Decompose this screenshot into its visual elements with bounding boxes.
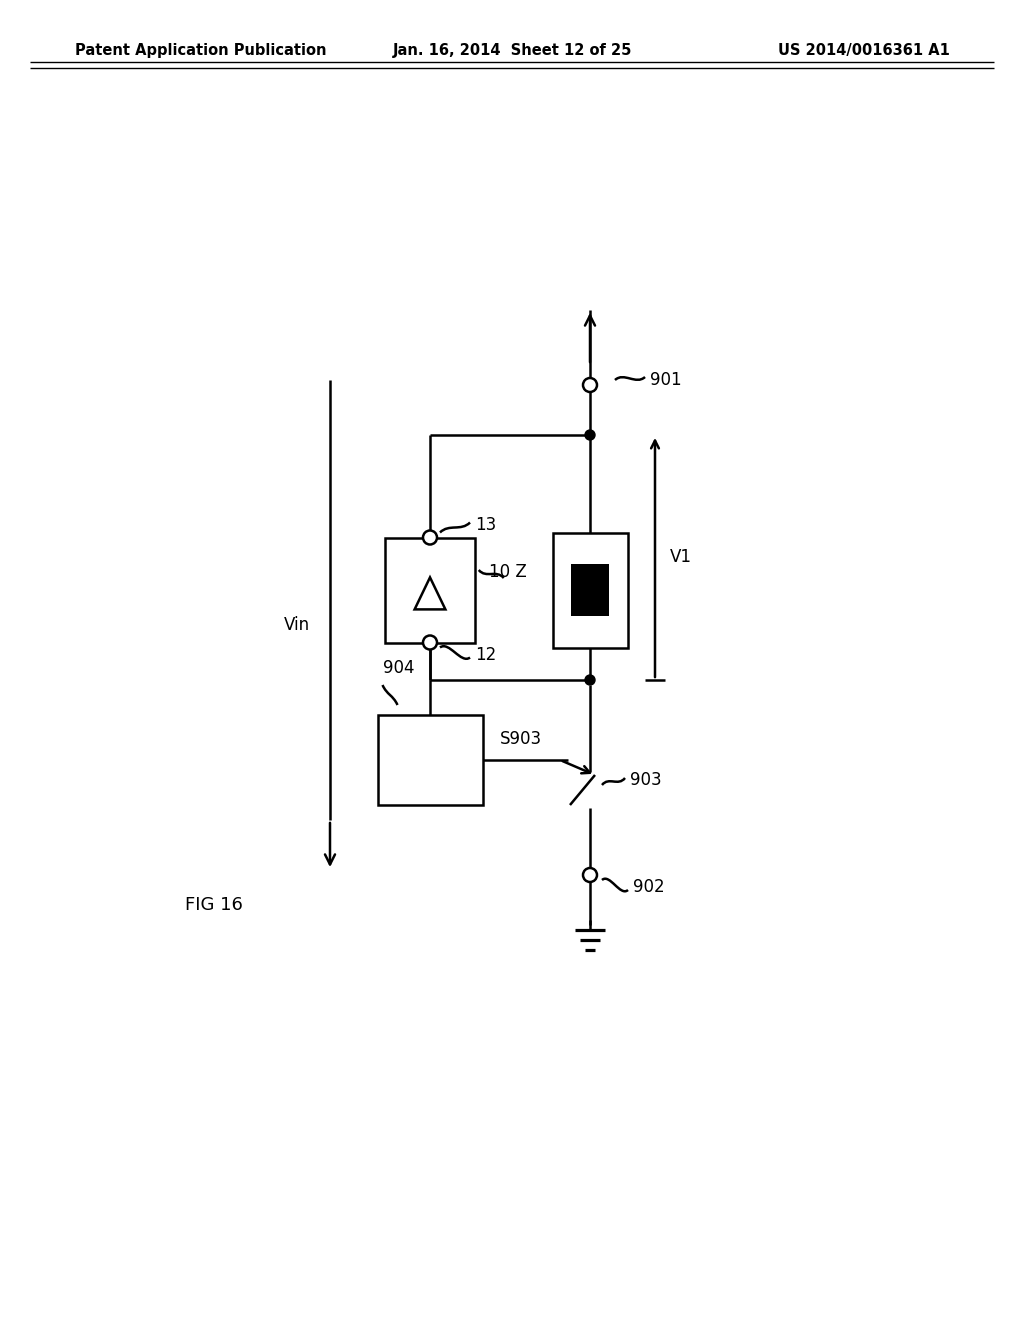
Text: 903: 903 (630, 771, 662, 789)
Text: Patent Application Publication: Patent Application Publication (75, 42, 327, 58)
Text: 12: 12 (475, 645, 497, 664)
Text: Jan. 16, 2014  Sheet 12 of 25: Jan. 16, 2014 Sheet 12 of 25 (392, 42, 632, 58)
Text: 13: 13 (475, 516, 497, 535)
Bar (385, 537, 475, 643)
Bar (378, 715, 482, 805)
Text: Vin: Vin (284, 616, 310, 634)
Circle shape (583, 869, 597, 882)
Circle shape (423, 635, 437, 649)
Circle shape (585, 675, 595, 685)
Text: FIG 16: FIG 16 (185, 896, 243, 913)
Text: 10 Z: 10 Z (488, 564, 526, 581)
Circle shape (585, 430, 595, 440)
Circle shape (423, 531, 437, 544)
Text: 902: 902 (633, 878, 665, 896)
Text: V1: V1 (670, 549, 692, 566)
Bar (571, 564, 608, 616)
Bar (553, 532, 628, 648)
Circle shape (583, 378, 597, 392)
Text: S903: S903 (500, 730, 543, 748)
Text: US 2014/0016361 A1: US 2014/0016361 A1 (778, 42, 950, 58)
Text: 901: 901 (650, 371, 682, 389)
Text: 904: 904 (383, 659, 414, 677)
